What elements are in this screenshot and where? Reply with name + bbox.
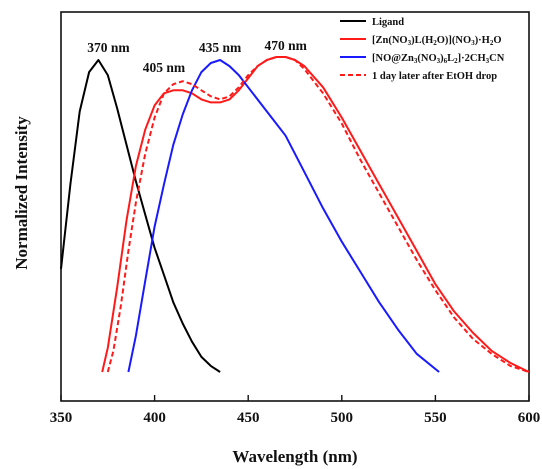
- legend-label: Ligand: [372, 17, 404, 28]
- x-tick-label: 450: [237, 410, 260, 426]
- plot-frame: [60, 11, 530, 402]
- x-tick-label: 600: [518, 410, 541, 426]
- x-tick-label: 500: [331, 410, 354, 426]
- peak-label: 470 nm: [264, 38, 307, 53]
- series-line-4: [106, 56, 530, 373]
- legend: Ligand [Zn(NO3)L(H2O)](NO3)·H2O [NO@Zn3(NO…: [340, 17, 505, 82]
- x-axis-ticks: 350 400 450 500 550 600: [50, 395, 541, 426]
- peak-annotations: 370 nm 405 nm 435 nm 470 nm: [87, 38, 307, 75]
- y-axis-label: Normalized Intensity: [12, 116, 31, 270]
- series-line-3: [127, 59, 440, 373]
- x-tick-label: 350: [50, 410, 73, 426]
- series-line-1: [60, 59, 221, 373]
- x-tick-label: 550: [424, 410, 447, 426]
- x-axis-label: Wavelength (nm): [232, 447, 357, 466]
- x-tick-label: 400: [143, 410, 166, 426]
- peak-label: 405 nm: [143, 60, 186, 75]
- legend-label: 1 day later after EtOH drop: [372, 71, 497, 82]
- peak-label: 370 nm: [87, 40, 130, 55]
- legend-label: [NO@Zn3(NO3)6L2]·2CH3CN: [372, 53, 505, 65]
- legend-label: [Zn(NO3)L(H2O)](NO3)·H2O: [372, 35, 502, 47]
- series-line-2: [101, 56, 530, 373]
- peak-label: 435 nm: [199, 40, 242, 55]
- series-lines: [60, 56, 530, 373]
